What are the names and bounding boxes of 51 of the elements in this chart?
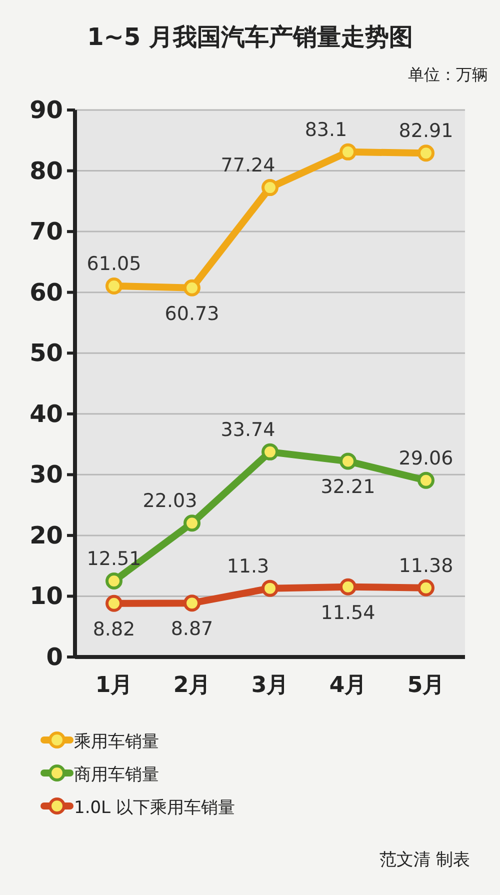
y-tick-label: 40 [30, 400, 63, 428]
data-label: 32.21 [320, 476, 376, 498]
x-tick-label: 3月 [251, 673, 289, 698]
legend-label: 1.0L 以下乘用车销量 [74, 798, 235, 818]
y-tick-label: 0 [46, 643, 63, 671]
point [106, 572, 122, 590]
data-label: 33.74 [220, 418, 276, 441]
y-tick-label: 60 [30, 278, 63, 306]
point [184, 279, 200, 296]
point [262, 179, 278, 196]
legend-label: 乘用车销量 [74, 732, 159, 752]
data-label: 11.54 [320, 602, 376, 624]
legend-label: 商用车销量 [74, 765, 159, 785]
y-tick-label: 20 [30, 521, 63, 550]
y-tick-label: 30 [30, 460, 63, 489]
y-tick-label: 10 [30, 582, 63, 610]
y-tick-label: 70 [30, 218, 63, 246]
data-label: 8.87 [170, 618, 214, 640]
data-label: 83.1 [304, 118, 348, 141]
point [340, 578, 356, 596]
point [184, 594, 200, 612]
x-tick-label: 5月 [407, 673, 445, 698]
data-label: 82.91 [398, 120, 454, 142]
data-label: 11.38 [398, 554, 454, 577]
data-label: 60.73 [164, 302, 220, 325]
y-tick-label: 90 [30, 96, 63, 124]
point [184, 514, 200, 532]
point [106, 594, 122, 612]
data-label: 11.3 [226, 555, 270, 578]
point [418, 472, 434, 489]
point [418, 144, 434, 162]
point [106, 277, 122, 294]
data-label: 77.24 [220, 154, 276, 177]
chart-subtitle: 单位：万辆 [408, 65, 488, 84]
x-tick-label: 2月 [173, 673, 211, 698]
chart-title: 1~5 月我国汽车产销量走势图 [87, 23, 413, 51]
y-tick-label: 50 [30, 339, 63, 368]
y-tick-label: 80 [30, 156, 63, 185]
data-label: 29.06 [398, 447, 454, 470]
point [262, 443, 278, 460]
data-label: 61.05 [86, 252, 142, 275]
point [418, 579, 434, 596]
x-tick-label: 1月 [95, 673, 133, 698]
data-label: 8.82 [92, 618, 136, 640]
data-label: 22.03 [142, 490, 198, 512]
x-tick-label: 4月 [329, 673, 367, 698]
point [340, 143, 356, 160]
data-label: 12.51 [86, 548, 142, 570]
text: 范文清 制表 [380, 850, 470, 870]
point [262, 580, 278, 597]
point [340, 452, 356, 470]
